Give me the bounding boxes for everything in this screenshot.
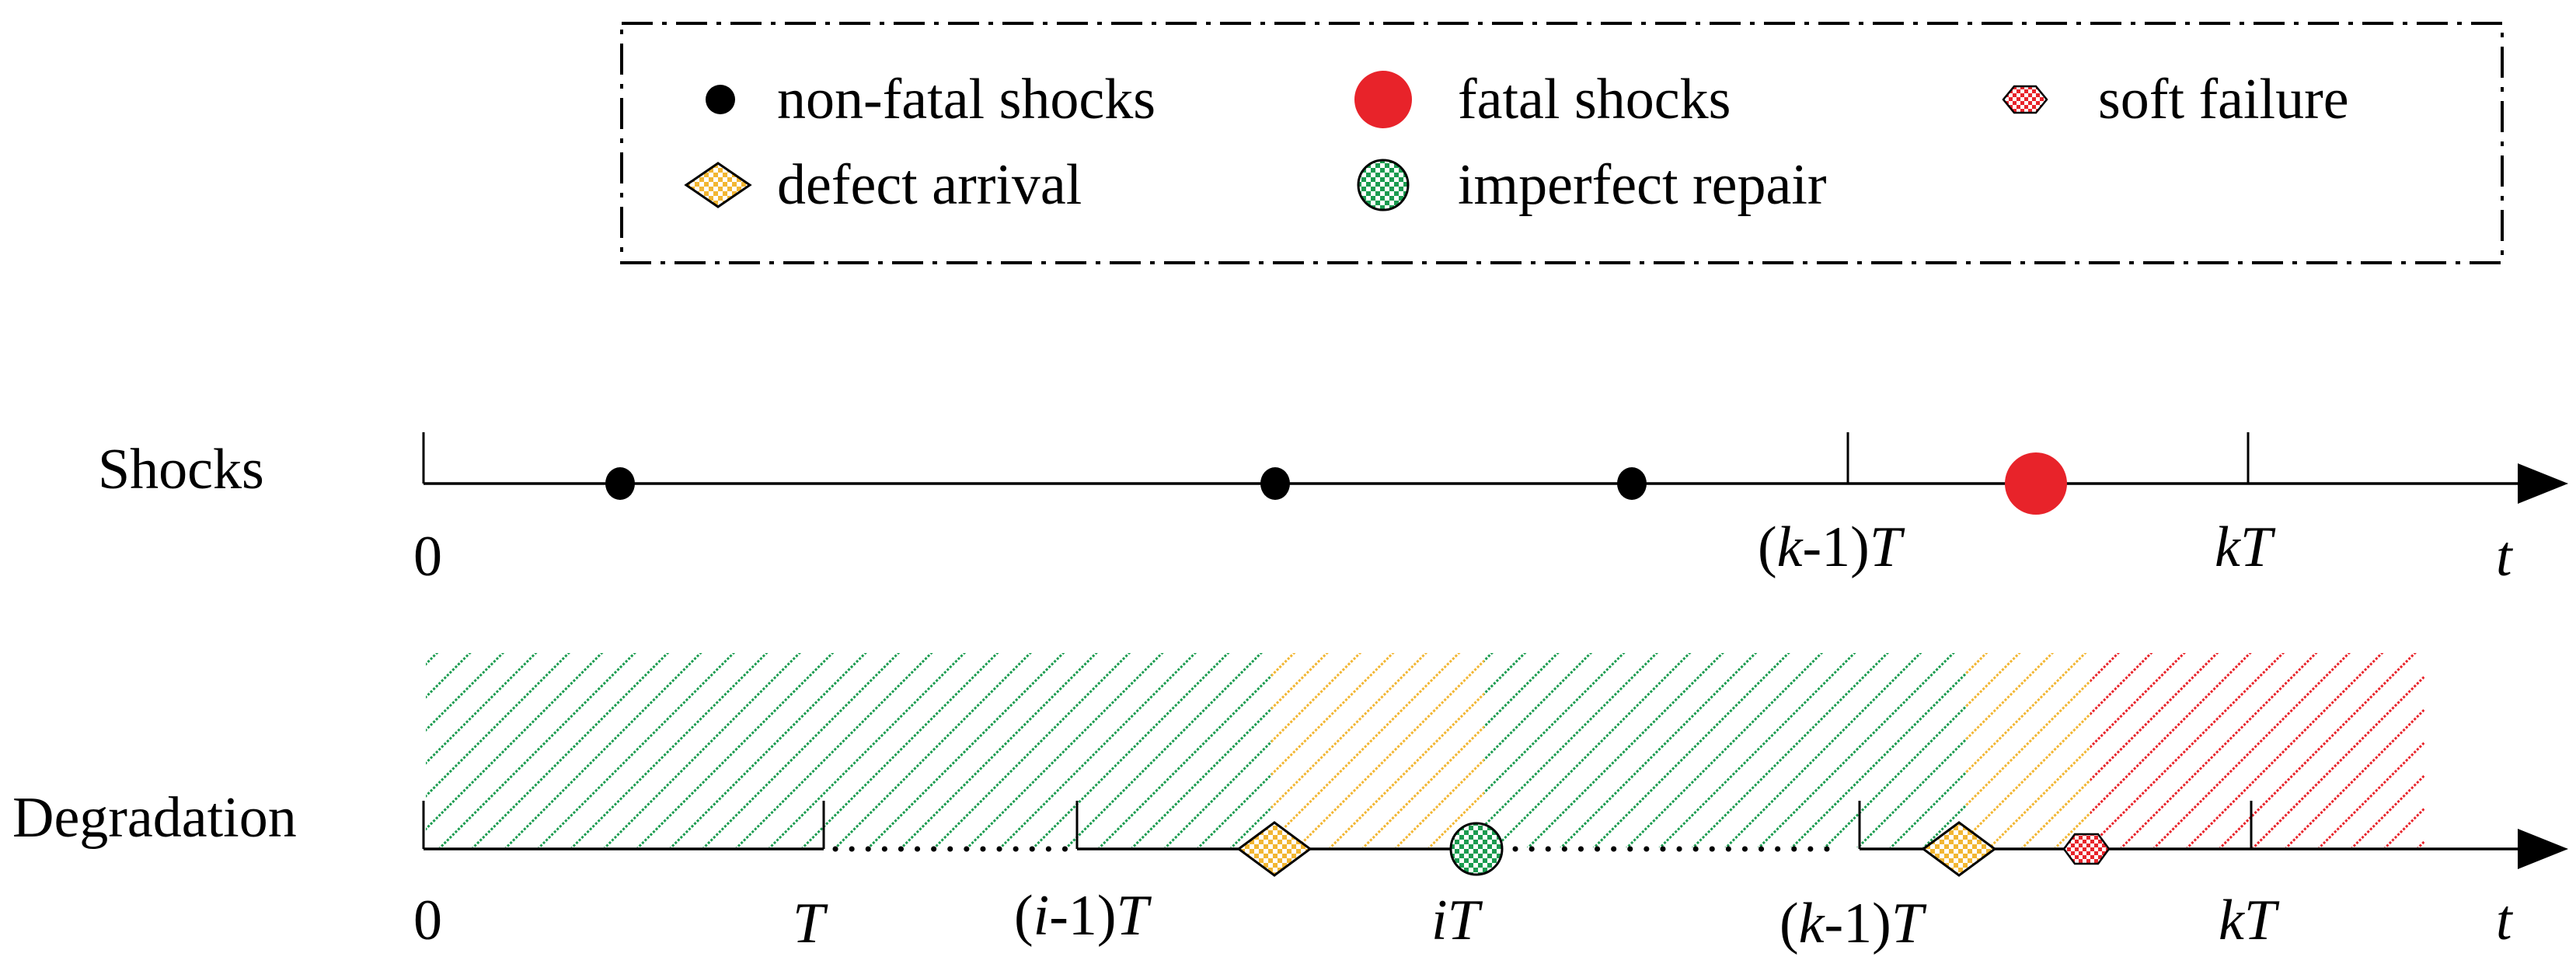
defect-arrival-marker: [1921, 821, 1997, 877]
soft-failure-marker: [2062, 833, 2111, 865]
imperfect-repair-marker: [1449, 822, 1504, 876]
non-fatal-shock-marker: [605, 467, 635, 500]
shocks-k-minus-1-T-label: (k-1)T: [1758, 515, 1905, 579]
red-checkered-hexagon-icon: [2002, 85, 2048, 114]
shocks-kT-label: kT: [2215, 515, 2276, 579]
green-checkered-circle-icon: [1357, 159, 1410, 211]
shocks-origin-label: 0: [413, 525, 442, 589]
shocks-axis-arrow-icon: [2518, 463, 2568, 504]
shocks-time-label: t: [2496, 525, 2514, 589]
legend-label-soft-failure: soft failure: [2098, 68, 2349, 131]
degradation-kT-label: kT: [2219, 889, 2280, 952]
black-dot-icon: [706, 85, 735, 114]
non-fatal-shock-marker: [1260, 467, 1290, 500]
shocks-timeline: Shocks 0 (k-1)T kT t: [98, 432, 2568, 589]
degradation-region-failed: [2090, 653, 2424, 847]
legend-label-fatal: fatal shocks: [1458, 68, 1731, 131]
degradation-region-normal: [1484, 653, 1966, 847]
legend-border: [620, 22, 2504, 264]
degradation-region-defective: [1271, 653, 1484, 847]
degradation-region-normal: [426, 653, 1271, 847]
degradation-iT-label: iT: [1431, 889, 1483, 952]
degradation-row-label: Degradation: [12, 786, 297, 850]
degradation-origin-label: 0: [413, 889, 442, 952]
degradation-i-minus-1-T-label: (i-1)T: [1014, 884, 1152, 948]
non-fatal-shock-marker: [1617, 467, 1647, 500]
red-dot-icon: [1354, 71, 1412, 128]
legend-label-non-fatal: non-fatal shocks: [777, 68, 1156, 131]
defect-arrival-marker: [1236, 821, 1312, 877]
shocks-row-label: Shocks: [98, 438, 264, 501]
legend: non-fatal shocks fatal shocks soft failu…: [620, 22, 2504, 264]
legend-label-defect-arrival: defect arrival: [777, 153, 1082, 217]
degradation-T-label: T: [793, 892, 828, 955]
fatal-shock-marker: [2005, 452, 2067, 515]
degradation-time-label: t: [2496, 889, 2514, 952]
degradation-axis-arrow-icon: [2518, 829, 2568, 869]
legend-label-imperfect-repair: imperfect repair: [1458, 153, 1827, 217]
degradation-k-minus-1-T-label: (k-1)T: [1779, 892, 1927, 955]
degradation-timeline: Degradation 0 T (i-1)T iT (k-1)T kT t: [12, 653, 2568, 955]
yellow-checkered-diamond-icon: [684, 162, 752, 208]
degradation-region-defective: [1966, 653, 2090, 847]
